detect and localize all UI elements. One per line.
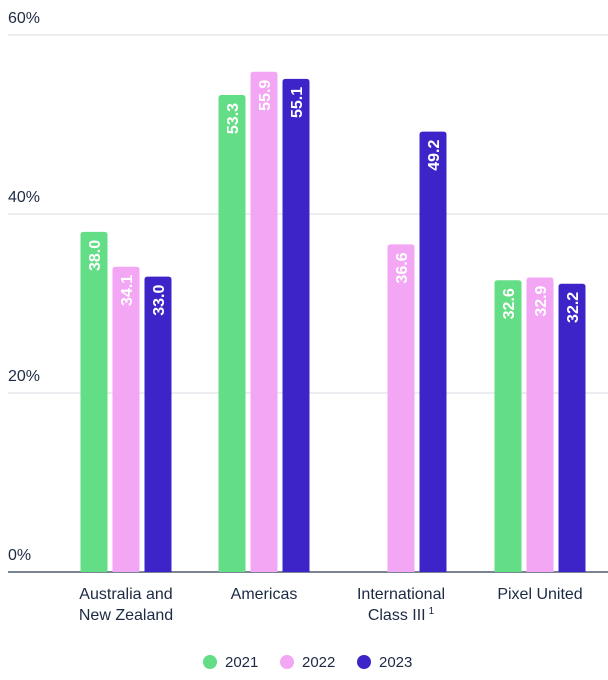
bar-value-label: 32.2 — [565, 292, 582, 323]
bar-2023 — [282, 78, 310, 572]
bar-2023 — [419, 131, 447, 572]
bar-value-label: 53.3 — [225, 103, 242, 134]
category-label: Class III 1 — [368, 606, 435, 624]
y-tick-label: 40% — [8, 189, 40, 206]
bar-value-label: 55.9 — [257, 80, 274, 111]
legend-label: 2023 — [379, 654, 412, 671]
category-label: New Zealand — [79, 607, 173, 624]
legend-marker-2022 — [280, 655, 294, 669]
bar-2021 — [218, 94, 246, 572]
bar-2022 — [112, 266, 140, 572]
bar-2022 — [387, 244, 415, 572]
legend-label: 2021 — [225, 654, 258, 671]
bar-value-label: 38.0 — [87, 240, 104, 271]
bar-value-label: 49.2 — [426, 140, 443, 171]
y-tick-label: 20% — [8, 368, 40, 385]
category-label: Pixel United — [497, 586, 582, 603]
legend-marker-2021 — [203, 655, 217, 669]
bar-2023 — [144, 276, 172, 572]
bar-value-label: 34.1 — [119, 275, 136, 306]
legend-label: 2022 — [302, 654, 335, 671]
bar-value-label: 55.1 — [289, 87, 306, 118]
bar-2023 — [558, 283, 586, 572]
bar-2021 — [80, 231, 108, 572]
category-label: International — [357, 586, 445, 603]
y-tick-label: 60% — [8, 10, 40, 27]
bar-2022 — [526, 277, 554, 572]
bar-value-label: 33.0 — [151, 285, 168, 316]
bar-value-label: 36.6 — [394, 252, 411, 283]
y-tick-label: 0% — [8, 547, 31, 564]
bar-value-label: 32.6 — [501, 288, 518, 319]
category-label: Americas — [231, 586, 298, 603]
bar-value-label: 32.9 — [533, 285, 550, 316]
footnote-marker: 1 — [429, 606, 435, 617]
bar-2021 — [494, 280, 522, 572]
legend-marker-2023 — [357, 655, 371, 669]
bar-2022 — [250, 71, 278, 572]
category-label: Australia and — [79, 586, 172, 603]
